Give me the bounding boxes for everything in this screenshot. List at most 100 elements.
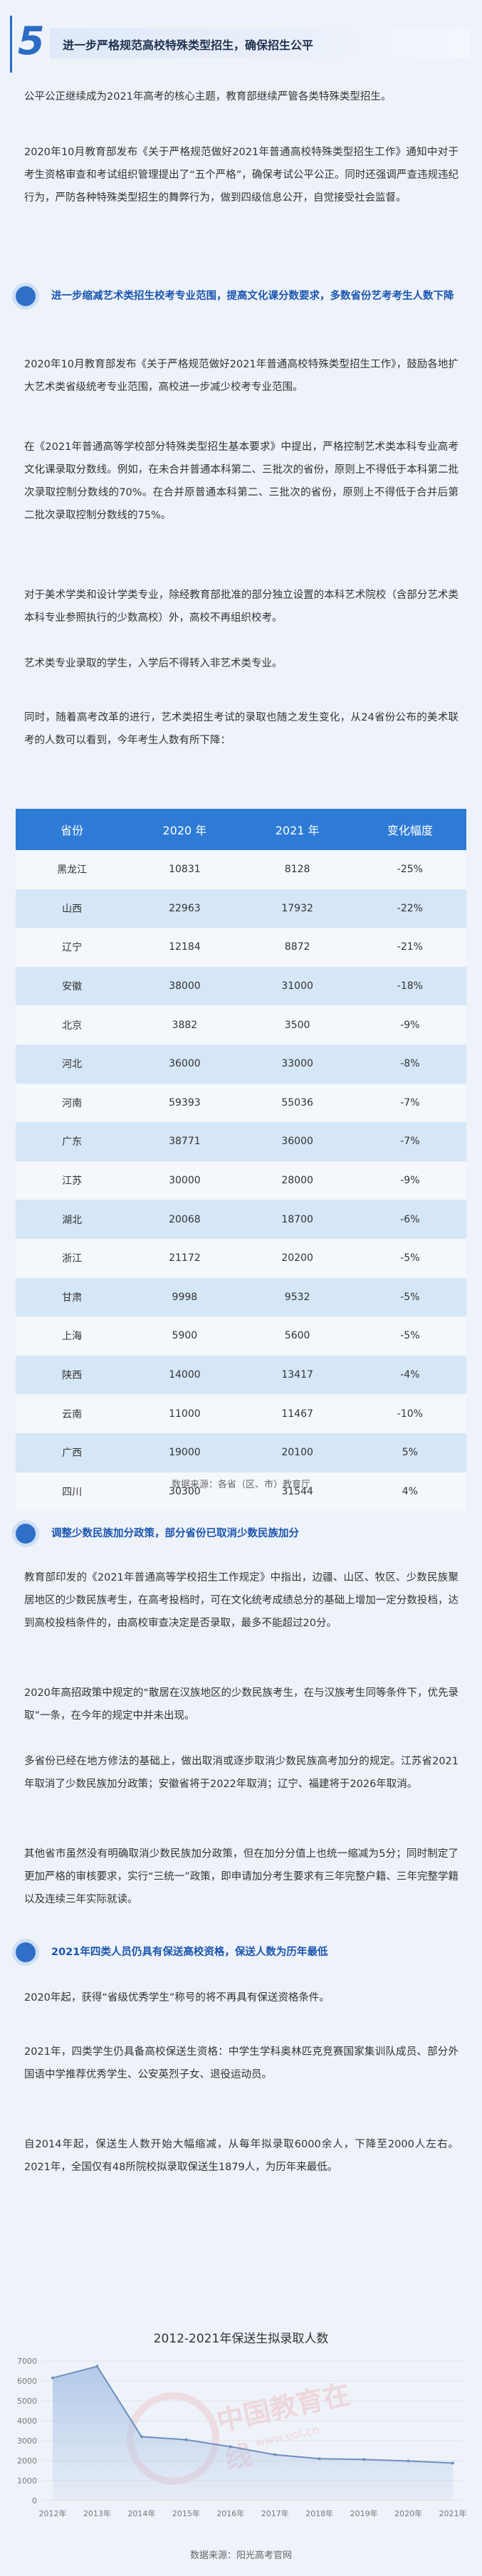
cell-2020: 30300 [128,1472,241,1512]
x-tick-label: 2015年 [172,2508,200,2518]
table-row: 陕西 14000 13417 -4% [16,1355,466,1395]
cell-province: 广西 [16,1433,129,1472]
cell-change: -6% [353,1200,466,1239]
cell-change: -5% [353,1316,466,1356]
section-heading-text: 2021年四类人员仍具有保送高校资格，保送人数为历年最低 [51,1947,328,1958]
cell-2021: 17932 [241,889,354,928]
cell-2021: 8872 [241,928,354,967]
y-tick-label: 5000 [17,2397,37,2406]
table-row: 广西 19000 20100 5% [16,1433,466,1472]
cell-2020: 22963 [128,889,241,928]
cell-province: 甘肃 [16,1277,129,1317]
x-tick-label: 2017年 [261,2508,289,2518]
paragraph: 2020年起，获得“省级优秀学生”称号的将不再具有保送资格条件。 [24,1992,330,2004]
table-row: 山西 22963 17932 -22% [16,889,466,928]
cell-province: 黑龙江 [16,850,129,889]
x-tick-label: 2012年 [39,2508,67,2518]
cell-province: 上海 [16,1316,129,1356]
paragraph: 同时，随着高考改革的进行，艺术类招生考试的录取也随之发生变化，从24省份公布的美… [24,712,459,746]
x-tick-label: 2013年 [83,2508,111,2518]
table-row: 上海 5900 5600 -5% [16,1316,466,1356]
cell-2021: 55036 [241,1083,354,1123]
y-tick-label: 7000 [17,2357,37,2366]
cell-change: -25% [353,850,466,889]
cell-change: 5% [353,1433,466,1472]
table-row: 湖北 20068 18700 -6% [16,1200,466,1239]
data-point [407,2459,410,2463]
series-area [53,2366,453,2501]
cell-2021: 18700 [241,1200,354,1239]
cell-change: -9% [353,1161,466,1200]
y-tick-label: 3000 [17,2436,37,2446]
table-row: 云南 11000 11467 -10% [16,1394,466,1433]
cell-2021: 33000 [241,1044,354,1084]
bullet-dot-icon [16,286,36,306]
table-row: 江苏 30000 28000 -9% [16,1161,466,1200]
paragraph: 2021年，四类学生仍具备高校保送生资格：中学生学科奥林匹克竞赛国家集训队成员、… [24,2046,459,2080]
paragraph: 公平公正继续成为2021年高考的核心主题，教育部继续严管各类特殊类型招生。 [24,91,392,103]
data-point [140,2435,143,2439]
column-header-province: 省份 [16,809,129,850]
cell-province: 辽宁 [16,928,129,967]
cell-province: 河北 [16,1044,129,1084]
cell-province: 安徽 [16,966,129,1006]
table-row: 四川 30300 31544 4% [16,1472,466,1512]
data-point [229,2445,232,2449]
cell-province: 陕西 [16,1355,129,1395]
chart-title: 2012-2021年保送生拟录取人数 [153,2332,329,2346]
cell-province: 云南 [16,1394,129,1433]
cell-2021: 36000 [241,1122,354,1161]
cell-2020: 11000 [128,1394,241,1433]
table-body: 黑龙江 10831 8128 -25% 山西 22963 17932 -22% 辽宁 12184 8… [16,850,466,1512]
paragraph: 其他省市虽然没有明确取消少数民族加分政策，但在加分分值上也统一缩减为5分；同时制… [24,1848,459,1905]
cell-province: 江苏 [16,1161,129,1200]
cell-2021: 9532 [241,1277,354,1317]
cell-2020: 14000 [128,1355,241,1395]
data-table: 省份 2020 年 2021 年 变化幅度 黑龙江 10831 8128 -25% 山西… [16,809,466,1512]
paragraph: 艺术类专业录取的学生，入学后不得转入非艺术类专业。 [24,658,283,669]
title-banner: 进一步严格规范高校特殊类型招生，确保招生公平 [50,28,470,58]
cell-2021: 20100 [241,1433,354,1472]
cell-province: 北京 [16,1005,129,1044]
cell-2021: 28000 [241,1161,354,1200]
cell-province: 浙江 [16,1238,129,1278]
y-tick-label: 1000 [17,2476,37,2486]
table-row: 辽宁 12184 8872 -21% [16,928,466,967]
data-point [451,2461,454,2465]
data-point [51,2376,54,2379]
data-point [95,2365,99,2368]
cell-change: -10% [353,1394,466,1433]
cell-province: 湖北 [16,1200,129,1239]
x-tick-label: 2019年 [350,2508,378,2518]
x-tick-label: 2021年 [439,2508,467,2518]
section-number: 5 [18,19,45,63]
cell-2020: 9998 [128,1277,241,1317]
cell-2021: 11467 [241,1394,354,1433]
chart-plot: 0 1000 2000 3000 4000 5000 6000 7000 2012年 2013年 2… [17,2357,467,2518]
cell-2021: 8128 [241,850,354,889]
paragraph: 多省份已经在地方修法的基础上，做出取消或逐步取消少数民族高考加分的规定。江苏省2… [24,1756,459,1790]
paragraph: 2020年高招政策中规定的“散居在汉族地区的少数民族考生，在与汉族考生同等条件下… [24,1687,459,1722]
bullet-dot-icon [16,1942,36,1962]
data-point [184,2438,188,2441]
x-tick-label: 2020年 [394,2508,422,2518]
cell-province: 河南 [16,1083,129,1123]
paragraph: 对于美术学类和设计学类专业，除经教育部批准的部分独立设置的本科艺术院校（含部分艺… [24,590,459,624]
table-row: 黑龙江 10831 8128 -25% [16,850,466,889]
table-row: 浙江 21172 20200 -5% [16,1238,466,1278]
cell-change: -7% [353,1083,466,1123]
page-title: 进一步严格规范高校特殊类型招生，确保招生公平 [63,38,314,52]
cell-2020: 10831 [128,850,241,889]
chart-source-note: 数据来源：阳光高考官网 [189,2550,292,2561]
cell-2021: 20200 [241,1238,354,1278]
table-source-note: 数据来源：各省（区、市）教育厅 [171,1480,310,1490]
recommendation-chart: 2012-2021年保送生拟录取人数 中国教育在线 www.eol.cn 0 10… [0,2328,482,2542]
table-row: 安徽 38000 31000 -18% [16,966,466,1006]
cell-change: -8% [353,1044,466,1084]
cell-2020: 59393 [128,1083,241,1123]
table-row: 河南 59393 55036 -7% [16,1083,466,1123]
cell-change: 4% [353,1472,466,1512]
cell-2020: 12184 [128,928,241,967]
paragraph: 教育部印发的《2021年普通高等学校招生工作规定》中指出，边疆、山区、牧区、少数… [24,1572,459,1629]
section-number-badge: 5 [10,16,52,73]
